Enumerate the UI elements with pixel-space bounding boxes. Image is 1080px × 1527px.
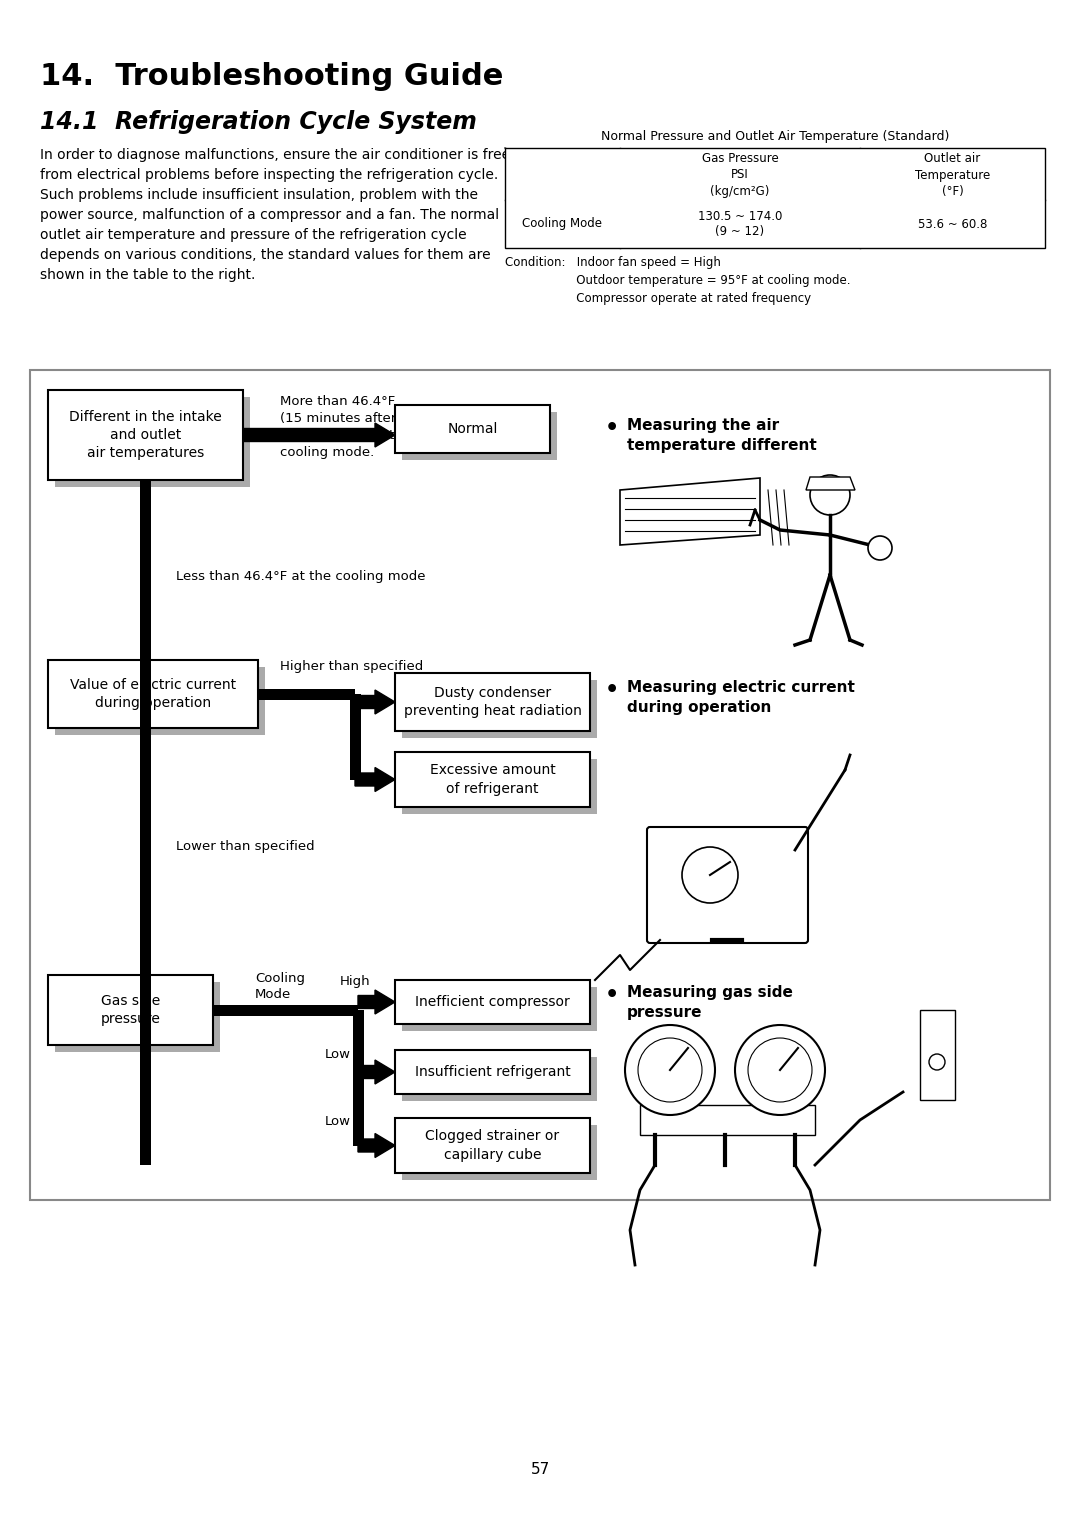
Bar [402, 759, 597, 814]
Circle shape [625, 1025, 715, 1115]
Polygon shape [806, 476, 855, 490]
Bar [350, 693, 361, 779]
Bar [213, 1005, 357, 1015]
Polygon shape [355, 768, 395, 791]
Bar [402, 986, 597, 1031]
Text: Excessive amount
of refrigerant: Excessive amount of refrigerant [430, 764, 555, 796]
Text: Condition:   Indoor fan speed = High
                   Outdoor temperature = 95: Condition: Indoor fan speed = High Outdo… [505, 257, 851, 305]
Circle shape [929, 1054, 945, 1070]
Circle shape [748, 1038, 812, 1102]
Text: Gas side
pressure: Gas side pressure [100, 994, 161, 1026]
Text: Insufficient refrigerant: Insufficient refrigerant [415, 1064, 570, 1080]
Bar [395, 980, 590, 1025]
Bar [55, 667, 265, 734]
Text: More than 46.4°F
(15 minutes after an
operation is started) at
cooling mode.: More than 46.4°F (15 minutes after an op… [280, 395, 434, 460]
Text: Higher than specified: Higher than specified [280, 660, 423, 673]
Bar [140, 479, 151, 1165]
Circle shape [735, 1025, 825, 1115]
Text: Low: Low [325, 1115, 351, 1128]
Text: Cooling Mode: Cooling Mode [523, 217, 603, 231]
Bar [55, 982, 220, 1052]
Bar [352, 1009, 364, 1145]
Polygon shape [243, 423, 395, 447]
Text: High: High [340, 976, 370, 988]
Text: Normal Pressure and Outlet Air Temperature (Standard): Normal Pressure and Outlet Air Temperatu… [600, 130, 949, 144]
Text: Measuring gas side
pressure: Measuring gas side pressure [627, 985, 793, 1020]
Bar [48, 976, 213, 1044]
Text: In order to diagnose malfunctions, ensure the air conditioner is free
from elect: In order to diagnose malfunctions, ensur… [40, 148, 510, 282]
Bar [395, 673, 590, 731]
Bar [402, 680, 597, 738]
Polygon shape [355, 690, 395, 715]
FancyBboxPatch shape [647, 828, 808, 944]
Circle shape [681, 847, 738, 902]
Text: 14.1  Refrigeration Cycle System: 14.1 Refrigeration Cycle System [40, 110, 477, 134]
Text: •: • [605, 985, 619, 1005]
Text: •: • [605, 680, 619, 699]
Bar [30, 370, 1050, 1200]
Text: Lower than specified: Lower than specified [175, 840, 314, 854]
Bar [395, 1118, 590, 1173]
Text: Inefficient compressor: Inefficient compressor [415, 996, 570, 1009]
Bar [395, 1051, 590, 1093]
Text: Measuring the air
temperature different: Measuring the air temperature different [627, 418, 816, 454]
Bar [258, 689, 355, 699]
Text: Outlet air
Temperature
(°F): Outlet air Temperature (°F) [915, 153, 990, 199]
Polygon shape [357, 989, 395, 1014]
Circle shape [810, 475, 850, 515]
Text: Clogged strainer or
capillary cube: Clogged strainer or capillary cube [426, 1130, 559, 1162]
Text: Cooling
Mode: Cooling Mode [255, 973, 305, 1002]
Text: 130.5 ~ 174.0
(9 ~ 12): 130.5 ~ 174.0 (9 ~ 12) [698, 209, 782, 238]
Bar [395, 405, 550, 454]
Text: Different in the intake
and outlet
air temperatures: Different in the intake and outlet air t… [69, 409, 221, 461]
Polygon shape [357, 1060, 395, 1084]
Text: Less than 46.4°F at the cooling mode: Less than 46.4°F at the cooling mode [175, 570, 426, 583]
Bar [402, 412, 557, 460]
Bar [395, 751, 590, 806]
Bar [640, 1106, 815, 1135]
Text: Measuring electric current
during operation: Measuring electric current during operat… [627, 680, 855, 715]
Text: •: • [605, 418, 619, 438]
Bar [48, 660, 258, 728]
Polygon shape [620, 478, 760, 545]
Text: Value of electric current
during operation: Value of electric current during operati… [70, 678, 237, 710]
Text: 53.6 ~ 60.8: 53.6 ~ 60.8 [918, 217, 987, 231]
Bar [402, 1057, 597, 1101]
Bar [55, 397, 249, 487]
Text: Gas Pressure
PSI
(kg/cm²G): Gas Pressure PSI (kg/cm²G) [702, 153, 779, 199]
Text: 14.  Troubleshooting Guide: 14. Troubleshooting Guide [40, 63, 503, 92]
Text: Low: Low [325, 1048, 351, 1061]
Text: Normal: Normal [447, 421, 498, 437]
Bar [402, 1125, 597, 1180]
Circle shape [638, 1038, 702, 1102]
Bar [920, 1009, 955, 1099]
Text: 57: 57 [530, 1463, 550, 1478]
Bar [505, 148, 1045, 247]
Circle shape [868, 536, 892, 560]
Polygon shape [357, 1133, 395, 1157]
Bar [48, 389, 243, 479]
Text: Dusty condenser
preventing heat radiation: Dusty condenser preventing heat radiatio… [404, 686, 581, 718]
